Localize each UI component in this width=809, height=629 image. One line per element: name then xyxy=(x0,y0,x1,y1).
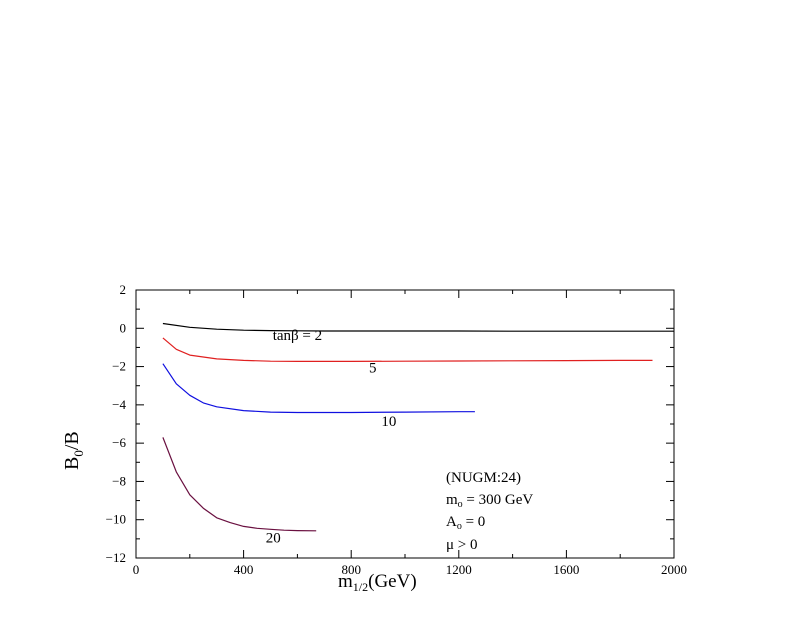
series-label-2: 10 xyxy=(381,414,396,430)
y-tick-label: −4 xyxy=(112,397,126,412)
y-tick-label: −6 xyxy=(112,435,126,450)
x-tick-label: 800 xyxy=(341,562,361,577)
series-line-2 xyxy=(162,363,475,414)
x-tick-label: 1200 xyxy=(446,562,472,577)
annotation-nugm: (NUGM:24) xyxy=(446,470,521,486)
x-axis-label-sub: 1/2 xyxy=(353,580,368,594)
x-axis-label: m1/2(GeV) xyxy=(338,571,417,594)
y-tick-label: −8 xyxy=(112,473,126,488)
x-tick-label: 400 xyxy=(234,562,254,577)
ticks xyxy=(135,289,675,559)
y-tick-label: 0 xyxy=(120,320,127,335)
annotation-mu: μ > 0 xyxy=(446,537,478,553)
y-axis-label-main: B xyxy=(61,457,83,470)
series-label-3: 20 xyxy=(266,531,281,547)
x-axis-label-unit: (GeV) xyxy=(368,571,417,592)
y-tick-label: −12 xyxy=(106,550,126,565)
series-line-1 xyxy=(162,337,653,362)
x-tick-label: 0 xyxy=(133,562,140,577)
info-box: (NUGM:24) mo = 300 GeV Ao = 0 μ > 0 xyxy=(446,470,533,553)
x-axis-label-main: m xyxy=(338,571,353,592)
x-tick-label: 1600 xyxy=(553,562,579,577)
y-tick-label: −10 xyxy=(106,512,126,527)
annotation-m0: mo = 300 GeV xyxy=(446,492,533,510)
y-axis-label-sub: 0 xyxy=(71,450,86,457)
series-label-0: tanβ = 2 xyxy=(273,328,322,344)
series-line-3 xyxy=(162,437,317,532)
series-label-1: 5 xyxy=(369,360,377,376)
y-tick-label: −2 xyxy=(112,359,126,374)
series-lines xyxy=(162,322,674,532)
x-tick-label: 2000 xyxy=(661,562,687,577)
y-axis-label-tail: /B xyxy=(61,431,83,450)
series-labels: tanβ = 2 5 10 20 xyxy=(266,328,397,547)
series-line-0 xyxy=(162,322,674,332)
y-axis-label: B0/B xyxy=(61,431,86,470)
y-tick-label: 2 xyxy=(120,282,127,297)
annotation-a0: Ao = 0 xyxy=(446,514,485,532)
